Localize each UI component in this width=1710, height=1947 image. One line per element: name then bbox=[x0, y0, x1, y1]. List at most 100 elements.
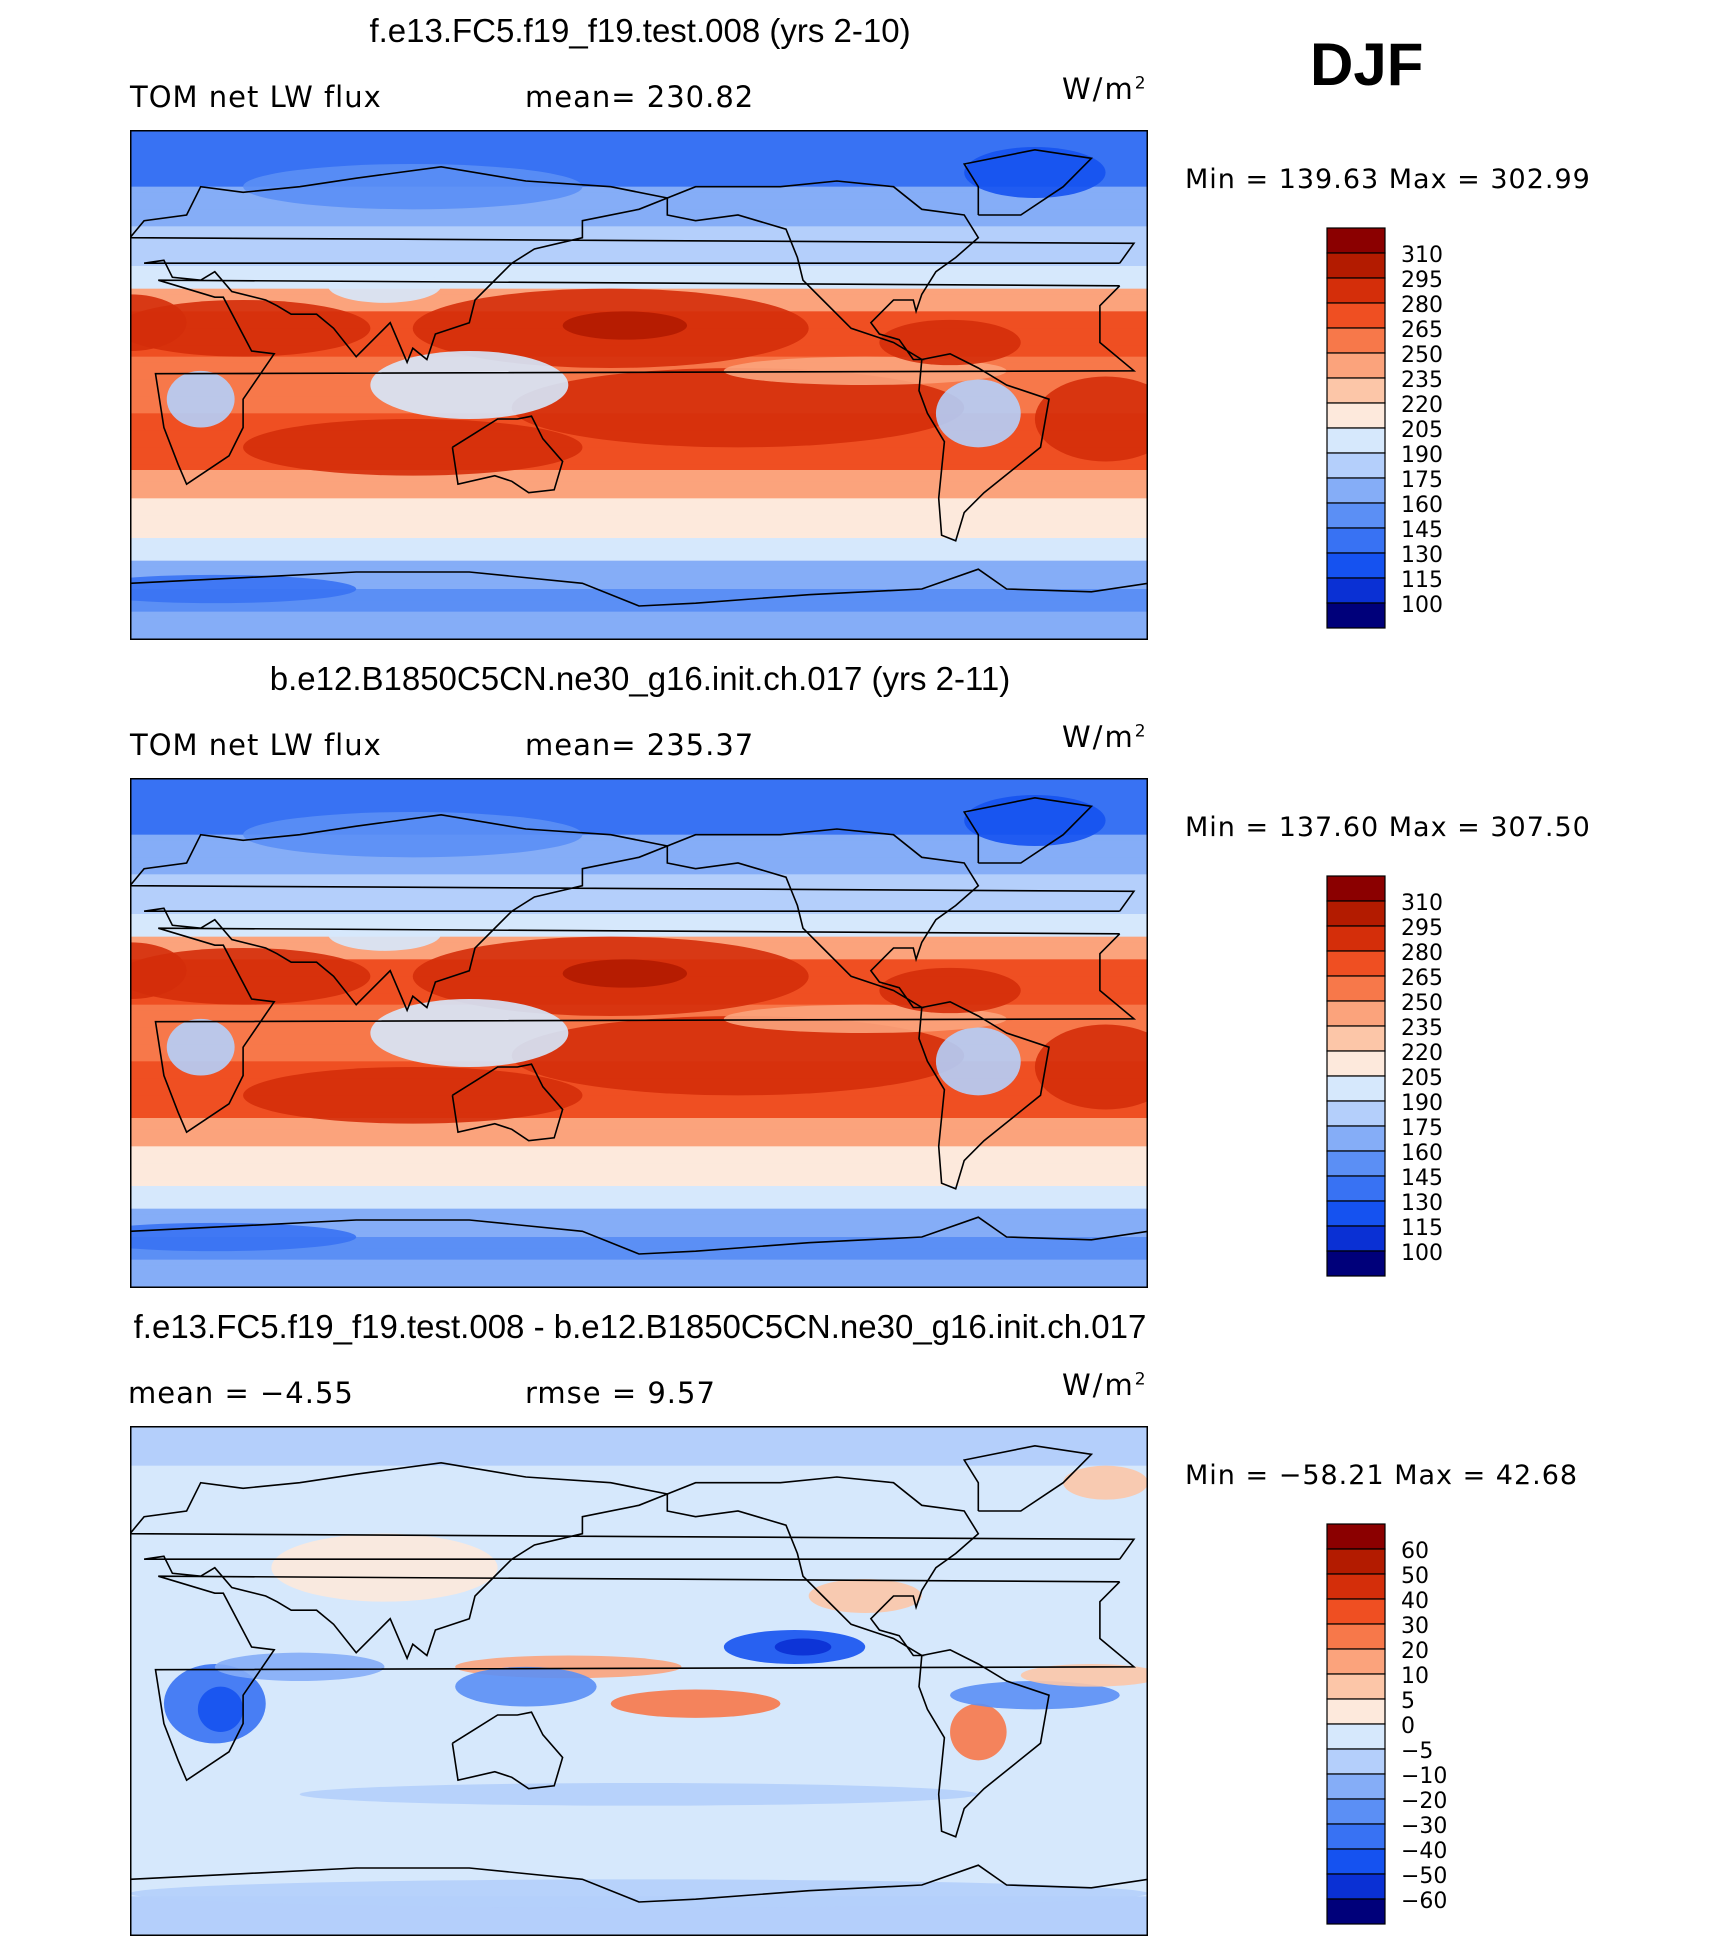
field-band bbox=[130, 600, 1148, 607]
colorbar-box bbox=[1326, 527, 1386, 554]
coastline bbox=[451, 1711, 564, 1790]
coastline bbox=[130, 1216, 1148, 1255]
colorbar-box bbox=[1326, 302, 1386, 329]
coastline bbox=[918, 1000, 1050, 1190]
field-band bbox=[130, 526, 1148, 533]
field-band bbox=[130, 1817, 1148, 1824]
colorbar-tick-label: 205 bbox=[1401, 1066, 1443, 1091]
field-band bbox=[130, 1652, 1148, 1659]
field-band bbox=[130, 1834, 1148, 1841]
colorbar-tick-label: 100 bbox=[1401, 1241, 1443, 1266]
colorbar-box bbox=[1326, 900, 1386, 927]
field-band bbox=[130, 549, 1148, 556]
field-band bbox=[130, 453, 1148, 460]
field-band bbox=[130, 1754, 1148, 1761]
panel-1-mean-label: mean= 230.82 bbox=[525, 80, 755, 114]
field-band bbox=[130, 1174, 1148, 1181]
field-band bbox=[130, 1550, 1148, 1557]
field-feature bbox=[511, 368, 965, 448]
field-feature bbox=[455, 1666, 597, 1707]
colorbar-box bbox=[1326, 1523, 1386, 1550]
field-band bbox=[130, 1112, 1148, 1119]
field-band bbox=[130, 1276, 1148, 1283]
field-band bbox=[130, 1868, 1148, 1875]
coastline bbox=[130, 1864, 1148, 1903]
colorbar-tick-label: 220 bbox=[1401, 1041, 1443, 1066]
field-band bbox=[130, 1579, 1148, 1586]
field-band bbox=[130, 1539, 1148, 1546]
coastline bbox=[130, 1461, 1136, 1661]
field-band bbox=[130, 532, 1148, 539]
field-band bbox=[130, 1924, 1148, 1931]
field-band bbox=[130, 1511, 1148, 1518]
field-band bbox=[130, 1231, 1148, 1238]
field-band bbox=[130, 232, 1148, 239]
colorbar-tick-label: 20 bbox=[1401, 1639, 1429, 1664]
field-band bbox=[130, 1873, 1148, 1880]
field-band bbox=[130, 1562, 1148, 1569]
colorbar-tick-label: 205 bbox=[1401, 418, 1443, 443]
colorbar-box bbox=[1326, 975, 1386, 1002]
field-band bbox=[130, 1135, 1148, 1142]
field-band bbox=[130, 1749, 1148, 1756]
field-band bbox=[130, 1930, 1148, 1936]
colorbar-tick-label: −30 bbox=[1401, 1814, 1447, 1839]
field-band bbox=[130, 1265, 1148, 1272]
colorbar-box bbox=[1326, 1898, 1386, 1925]
field-band bbox=[130, 817, 1148, 824]
colorbar-tick-label: 265 bbox=[1401, 318, 1443, 343]
panel-2-units: W/m2 bbox=[1062, 720, 1148, 754]
field-band bbox=[130, 1618, 1148, 1625]
colorbar-tick-label: 295 bbox=[1401, 268, 1443, 293]
field-band bbox=[130, 623, 1148, 630]
coastline bbox=[918, 352, 1050, 542]
colorbar-box bbox=[1326, 1548, 1386, 1575]
map-frame bbox=[130, 778, 1148, 1288]
coastline bbox=[130, 568, 1148, 607]
field-band bbox=[130, 1681, 1148, 1688]
field-band bbox=[130, 209, 1148, 216]
panel-3-units: W/m2 bbox=[1062, 1368, 1148, 1402]
map-frame bbox=[130, 130, 1148, 640]
field-band bbox=[130, 1862, 1148, 1869]
colorbar-box bbox=[1326, 1773, 1386, 1800]
field-feature bbox=[327, 268, 442, 303]
coastline bbox=[962, 148, 1094, 216]
field-feature bbox=[1034, 376, 1148, 462]
panel-1-title: f.e13.FC5.f19_f19.test.008 (yrs 2-10) bbox=[369, 12, 911, 49]
field-band bbox=[130, 481, 1148, 488]
field-band bbox=[130, 1123, 1148, 1130]
field-band bbox=[130, 931, 1148, 938]
field-feature bbox=[243, 812, 583, 858]
field-band bbox=[130, 504, 1148, 511]
colorbar-tick-label: 235 bbox=[1401, 368, 1443, 393]
field-band bbox=[130, 1248, 1148, 1255]
colorbar-tick-label: 175 bbox=[1401, 1116, 1443, 1141]
field-band bbox=[130, 192, 1148, 199]
field-band bbox=[130, 470, 1148, 477]
field-band bbox=[130, 857, 1148, 864]
field-band bbox=[130, 1454, 1148, 1461]
colorbar-tick-label: 0 bbox=[1401, 1714, 1415, 1739]
field-band bbox=[130, 1766, 1148, 1773]
field-band bbox=[130, 135, 1148, 142]
colorbar-tick-label: 310 bbox=[1401, 891, 1443, 916]
coastline bbox=[154, 279, 1137, 486]
field-band bbox=[130, 1214, 1148, 1221]
field-band bbox=[130, 368, 1148, 375]
colorbar-tick-label: 115 bbox=[1401, 1216, 1443, 1241]
colorbar-box bbox=[1326, 1125, 1386, 1152]
colorbar-tick-label: 310 bbox=[1401, 243, 1443, 268]
colorbar-tick-label: 145 bbox=[1401, 1166, 1443, 1191]
field-band bbox=[130, 1259, 1148, 1266]
colorbar-tick-label: −50 bbox=[1401, 1864, 1447, 1889]
field-band bbox=[130, 594, 1148, 601]
coastline bbox=[666, 828, 980, 1009]
field-band bbox=[130, 1271, 1148, 1278]
field-band bbox=[130, 1573, 1148, 1580]
colorbar-box bbox=[1326, 1100, 1386, 1127]
colorbar-box bbox=[1326, 1598, 1386, 1625]
field-band bbox=[130, 1282, 1148, 1288]
field-band bbox=[130, 243, 1148, 250]
field-band bbox=[130, 283, 1148, 290]
